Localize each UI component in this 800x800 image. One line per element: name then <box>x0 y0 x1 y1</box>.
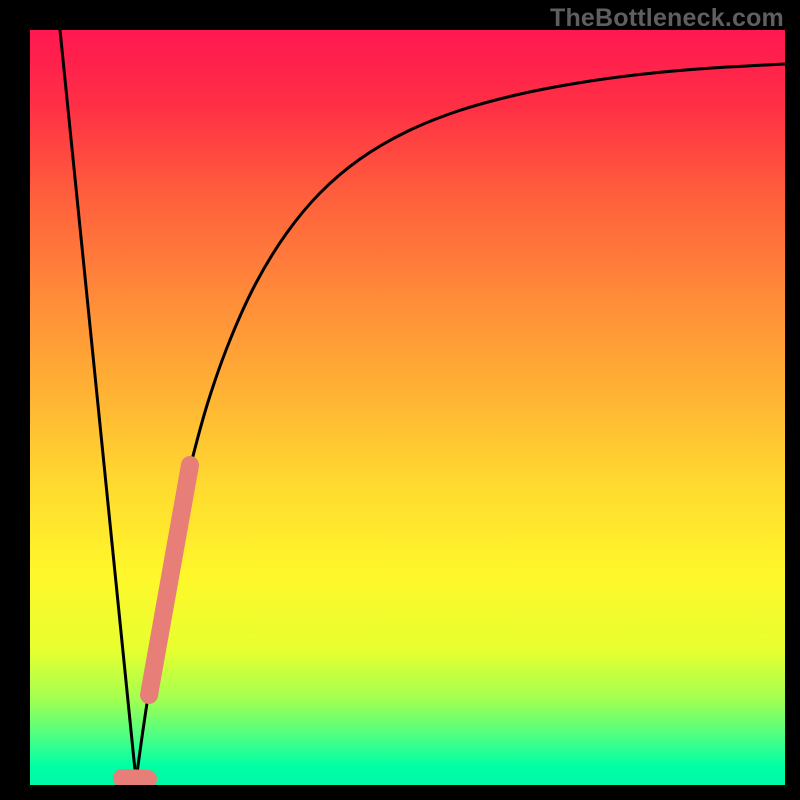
right-bottleneck-curve <box>136 64 785 780</box>
plot-area <box>30 30 785 785</box>
watermark-text: TheBottleneck.com <box>550 4 784 33</box>
highlight-segment <box>149 465 190 695</box>
left-descent-line <box>60 30 136 780</box>
curve-layer <box>30 30 785 785</box>
highlight-nub <box>122 778 148 779</box>
